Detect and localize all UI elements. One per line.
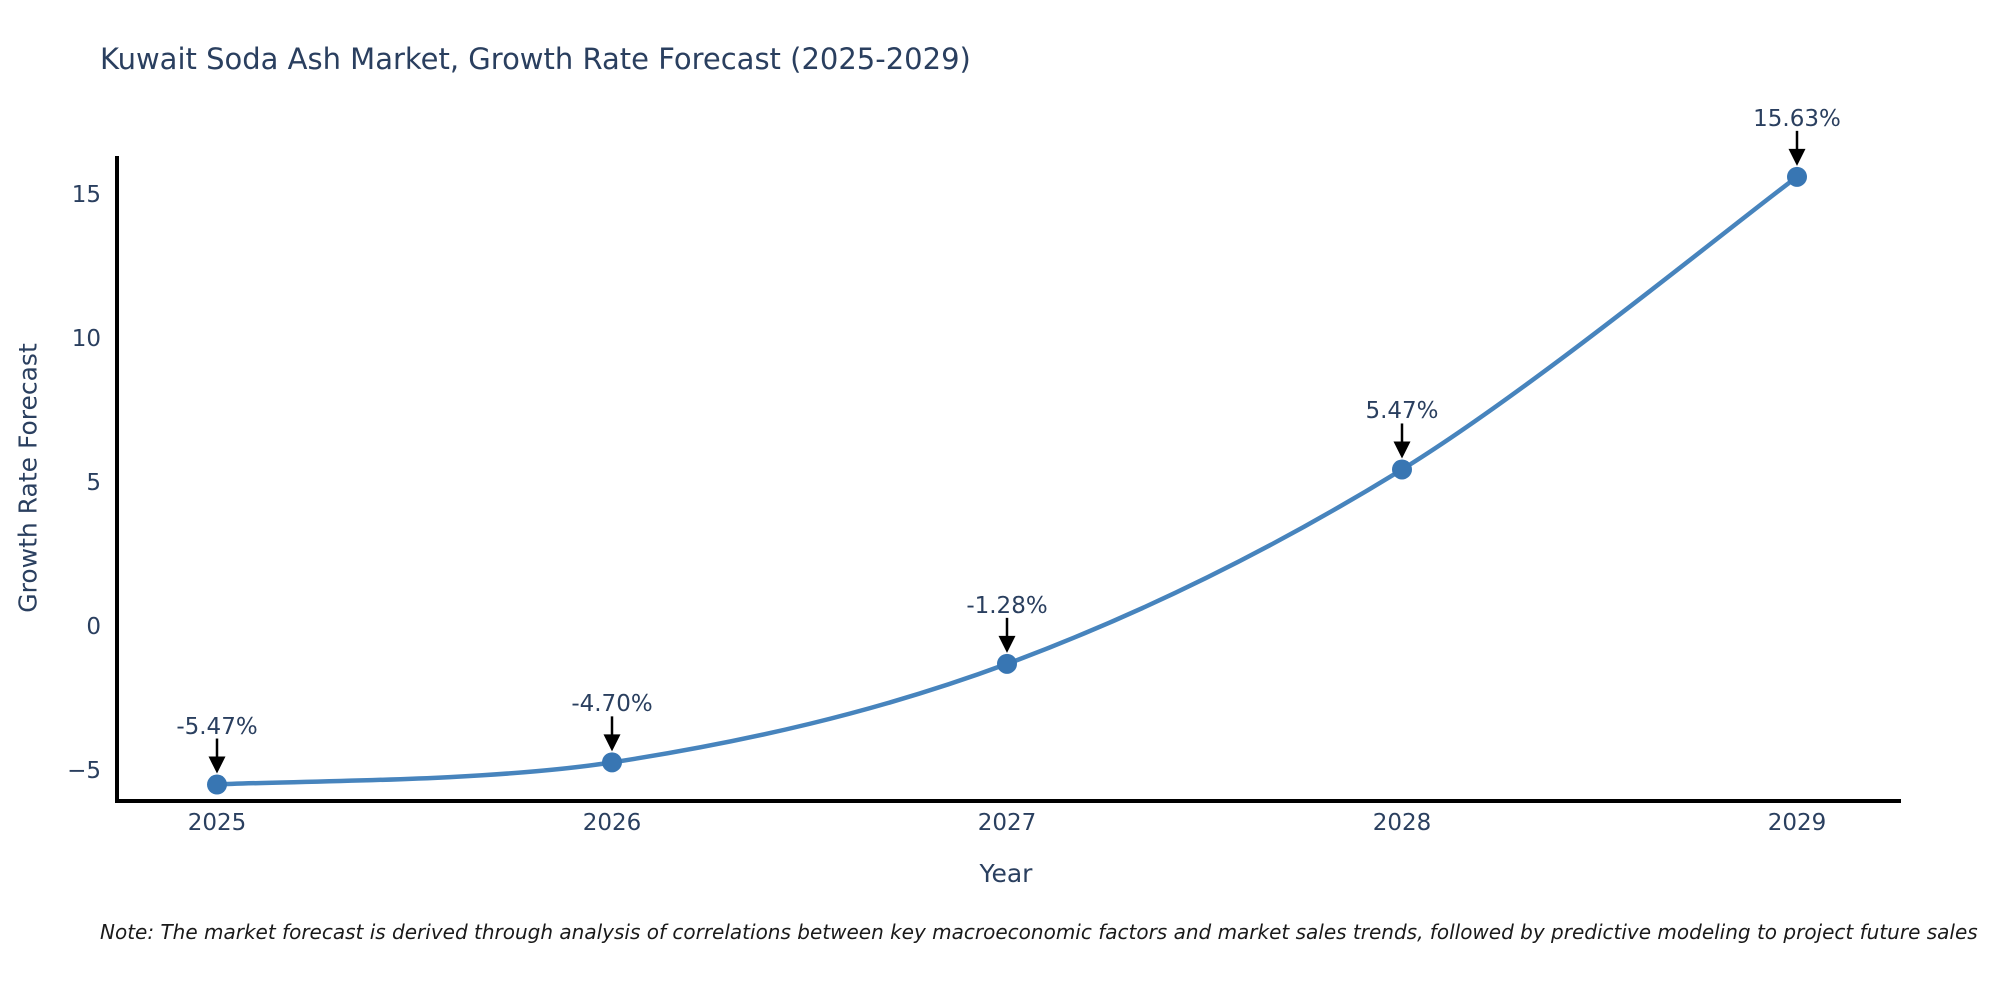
y-tick-label: −5 [67, 758, 101, 784]
data-point-marker [207, 774, 227, 795]
annotation-arrow-head [208, 756, 226, 774]
point-value-label: -5.47% [176, 713, 258, 740]
point-value-label: -4.70% [571, 691, 653, 718]
point-value-label: 5.47% [1365, 398, 1439, 425]
y-tick-label: 15 [71, 182, 101, 208]
chart-title: Kuwait Soda Ash Market, Growth Rate Fore… [100, 42, 971, 76]
x-axis-title: Year [979, 859, 1033, 888]
y-tick-label: 10 [71, 326, 101, 352]
x-tick-label: 2027 [977, 810, 1037, 836]
y-tick-label: 5 [86, 470, 101, 496]
annotation-arrow-head [1788, 148, 1806, 166]
x-tick-label: 2026 [582, 810, 642, 836]
x-tick-label: 2028 [1372, 810, 1432, 836]
point-value-label: -1.28% [966, 592, 1048, 619]
y-tick-label: 0 [86, 614, 101, 640]
data-point-marker [997, 653, 1017, 674]
annotation-arrow-head [1393, 441, 1411, 459]
x-tick-label: 2029 [1767, 810, 1827, 836]
x-tick-label: 2025 [187, 810, 247, 836]
forecast-line [214, 174, 1800, 787]
data-point-marker [1392, 459, 1412, 480]
annotation-arrow-head [603, 734, 621, 752]
footnote: Note: The market forecast is derived thr… [100, 920, 1978, 944]
annotation-arrow-head [998, 635, 1016, 653]
point-value-label: 15.63% [1753, 105, 1841, 132]
data-point-marker [602, 752, 622, 773]
data-point-marker [1787, 166, 1807, 187]
